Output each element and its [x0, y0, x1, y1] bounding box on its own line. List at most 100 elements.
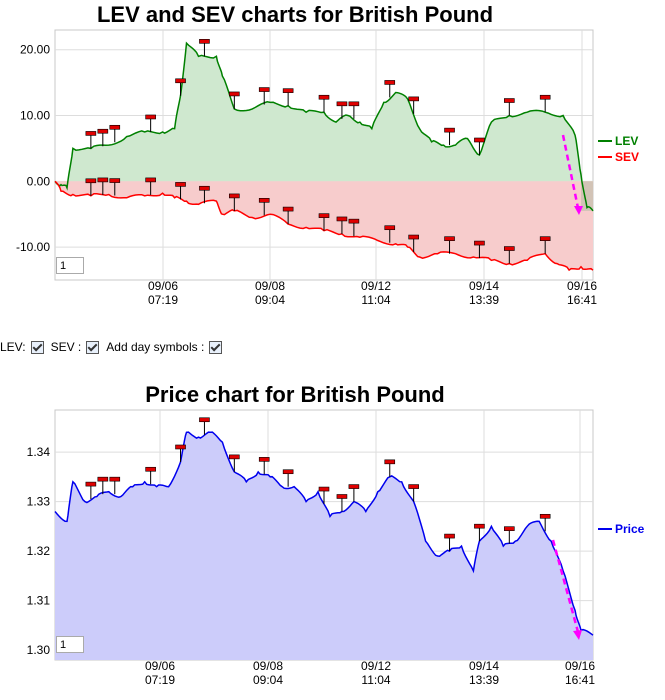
- day-symbol-flag: [229, 454, 240, 460]
- x-tick-label: 09:04: [255, 293, 285, 307]
- day-symbol-flag: [145, 466, 156, 472]
- day-symbol-flag: [318, 213, 330, 218]
- day-symbol-flag: [85, 131, 97, 136]
- day-symbol-flag: [318, 486, 330, 492]
- day-symbols-checkbox[interactable]: [209, 340, 223, 354]
- day-symbol-flag: [109, 476, 121, 482]
- day-symbol-flag: [199, 417, 210, 423]
- day-symbol-flag: [97, 177, 109, 183]
- legend-label-price: Price: [615, 522, 645, 536]
- y-tick-label: 1.32: [27, 544, 51, 558]
- chart2-trend-arrow: [551, 539, 580, 633]
- series-line-sev: [54, 180, 594, 272]
- day-symbol-flag: [474, 137, 485, 143]
- sev-label: SEV :: [50, 340, 82, 354]
- day-symbol-flag: [384, 80, 396, 85]
- day-symbol-flag: [85, 178, 97, 184]
- x-tick-label: 11:04: [361, 293, 390, 307]
- day-symbols-label: Add day symbols :: [106, 340, 205, 354]
- x-tick-label: 09/16: [565, 659, 595, 673]
- y-tick-label: 0.00: [27, 174, 51, 188]
- x-tick-label: 13:39: [469, 293, 499, 307]
- day-symbol-flag: [145, 114, 156, 120]
- x-tick-label: 09/06: [148, 279, 178, 293]
- lev-checkbox[interactable]: [30, 340, 44, 354]
- day-symbol-flag: [145, 177, 156, 183]
- x-tick-label: 09/14: [469, 279, 499, 293]
- x-tick-label: 16:41: [565, 673, 595, 687]
- day-symbol-flag: [318, 94, 330, 100]
- day-symbol-flag: [474, 523, 485, 529]
- x-tick-label: 07:19: [148, 293, 178, 307]
- day-symbol-flag: [85, 481, 97, 487]
- day-symbol-flag: [258, 457, 270, 462]
- chart1-page-input[interactable]: 1: [56, 257, 84, 274]
- day-symbol-flag: [539, 513, 551, 519]
- chart2-arrow-head: [573, 630, 582, 640]
- chart2-page-input[interactable]: 1: [56, 636, 84, 653]
- x-tick-label: 09/12: [361, 279, 391, 293]
- x-tick-label: 09:04: [253, 673, 283, 687]
- day-symbol-flag: [474, 240, 485, 246]
- y-tick-label: -10.00: [16, 240, 50, 254]
- series-area-price: [55, 432, 593, 660]
- day-symbol-flag: [229, 91, 240, 97]
- day-symbol-flag: [282, 469, 294, 475]
- x-tick-label: 09/08: [253, 659, 283, 673]
- day-symbol-flag: [444, 236, 455, 241]
- x-tick-label: 07:19: [145, 673, 175, 687]
- day-symbol-flag: [282, 206, 294, 212]
- day-symbol-flag: [348, 484, 360, 489]
- chart1-trend-arrow: [561, 134, 580, 209]
- day-symbol-flag: [504, 98, 515, 103]
- lev-sev-chart: LEV and SEV charts for British Pound 20.…: [16, 2, 639, 307]
- day-symbol-flag: [336, 216, 348, 222]
- lev-label: LEV:: [0, 340, 26, 354]
- day-symbol-flag: [199, 39, 210, 44]
- day-symbol-flag: [384, 225, 396, 231]
- day-symbol-flag: [199, 185, 210, 191]
- sev-checkbox[interactable]: [86, 340, 100, 354]
- legend-label-sev: SEV: [615, 150, 639, 164]
- y-tick-label: 1.30: [27, 643, 51, 657]
- chart1-title: LEV and SEV charts for British Pound: [97, 2, 493, 27]
- y-tick-label: 1.31: [27, 594, 51, 608]
- day-symbol-flag: [258, 87, 270, 92]
- day-symbol-flag: [175, 182, 186, 187]
- y-tick-label: 20.00: [20, 43, 50, 57]
- day-symbol-flag: [282, 88, 294, 93]
- price-chart: Price chart for British Pound 1.34 1.33 1.…: [27, 382, 645, 687]
- x-tick-label: 09/08: [255, 279, 285, 293]
- day-symbol-flag: [539, 94, 551, 100]
- day-symbol-flag: [408, 484, 419, 489]
- y-tick-label: 1.33: [27, 495, 51, 509]
- day-symbol-flag: [348, 101, 360, 107]
- day-symbol-flag: [444, 533, 455, 539]
- legend-label-lev: LEV: [615, 134, 638, 148]
- day-symbol-flag: [384, 459, 396, 465]
- y-tick-label: 1.34: [27, 445, 51, 459]
- chart1-arrow-head: [574, 206, 583, 215]
- x-tick-label: 11:04: [361, 673, 390, 687]
- x-tick-label: 16:41: [567, 293, 597, 307]
- series-area-lev: [55, 43, 593, 211]
- chart-controls: LEV: SEV : Add day symbols :: [0, 340, 226, 354]
- chart2-title: Price chart for British Pound: [145, 382, 445, 407]
- x-tick-label: 09/06: [145, 659, 175, 673]
- day-symbol-flag: [258, 198, 270, 203]
- day-symbol-flag: [408, 96, 419, 102]
- x-tick-label: 09/14: [469, 659, 499, 673]
- overlap-area: [581, 181, 593, 211]
- x-tick-label: 13:39: [469, 673, 499, 687]
- day-symbol-flag: [109, 124, 121, 130]
- day-symbol-flag: [175, 444, 186, 450]
- day-symbol-flag: [175, 78, 186, 84]
- day-symbol-flag: [336, 494, 348, 499]
- day-symbol-flag: [109, 178, 121, 183]
- day-symbol-flag: [229, 193, 240, 199]
- day-symbol-flag: [504, 526, 515, 531]
- day-symbol-flag: [408, 234, 419, 240]
- day-symbol-flag: [504, 246, 515, 251]
- day-symbol-flag: [539, 236, 551, 241]
